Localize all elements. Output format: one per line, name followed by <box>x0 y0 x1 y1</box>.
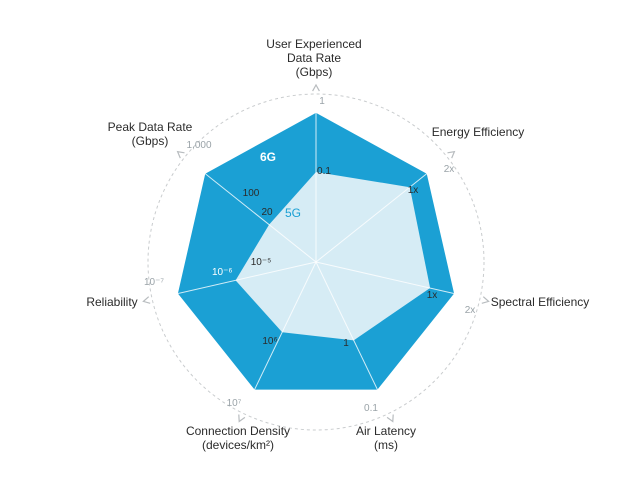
outer-tick-energy-efficiency: 2x <box>444 164 455 175</box>
spoke-reliability <box>155 261 317 300</box>
fiveg-tick-peak-data-rate: 20 <box>261 207 273 218</box>
fiveg-tick-spectral-efficiency: 1x <box>427 290 438 301</box>
arrow-air-latency <box>386 414 394 423</box>
axis-title-reliability: Reliability <box>86 295 137 309</box>
sixg-tick-peak-data-rate: 100 <box>243 188 260 199</box>
axis-spokes <box>155 97 477 411</box>
arrow-peak-data-rate <box>176 150 185 159</box>
spoke-energy-efficiency <box>315 158 446 263</box>
arrow-reliability <box>142 296 151 304</box>
spoke-air-latency <box>315 261 389 411</box>
reliability-mid-tick: 10⁻⁶ <box>212 267 233 278</box>
spoke-spectral-efficiency <box>315 261 477 300</box>
fiveg-tick-reliability: 10⁻⁵ <box>251 257 272 268</box>
series-5g-label: 5G <box>285 206 301 220</box>
arrow-connection-density <box>238 414 246 423</box>
axis-labels: User Experienced Data Rate (Gbps) Energy Ef… <box>86 37 589 452</box>
outer-tick-user-data-rate: 1 <box>319 96 325 107</box>
spoke-peak-data-rate <box>186 158 317 263</box>
grid-ring-4 <box>147 93 485 431</box>
arrow-spectral-efficiency <box>481 296 490 304</box>
fiveg-tick-connection-density: 10⁶ <box>262 336 277 347</box>
fiveg-tick-energy-efficiency: 1x <box>408 185 419 196</box>
axis-arrows <box>142 83 490 423</box>
outer-tick-connection-density: 10⁷ <box>227 398 242 409</box>
fiveg-tick-air-latency: 1 <box>343 338 349 349</box>
axis-title-air-latency: Air Latency (ms) <box>356 424 416 452</box>
arrow-energy-efficiency <box>447 150 456 159</box>
fiveg-tick-user-data-rate: 0.1 <box>317 166 331 177</box>
outer-tick-peak-data-rate: 1,000 <box>186 140 211 151</box>
axis-title-peak-data-rate: Peak Data Rate (Gbps) <box>108 120 193 148</box>
spoke-connection-density <box>243 261 317 411</box>
outer-tick-spectral-efficiency: 2x <box>465 305 476 316</box>
outer-tick-reliability: 10⁻⁷ <box>144 277 164 288</box>
axis-title-connection-density: Connection Density (devices/km²) <box>186 424 290 452</box>
outer-tick-air-latency: 0.1 <box>364 403 378 414</box>
axis-title-user-data-rate: User Experienced Data Rate (Gbps) <box>266 37 361 79</box>
axis-title-spectral-efficiency: Spectral Efficiency <box>491 295 590 309</box>
series-5g-area <box>235 172 431 341</box>
axis-title-energy-efficiency: Energy Efficiency <box>432 125 525 139</box>
arrow-user-data-rate <box>312 83 320 92</box>
series-6g-label: 6G <box>260 150 276 164</box>
